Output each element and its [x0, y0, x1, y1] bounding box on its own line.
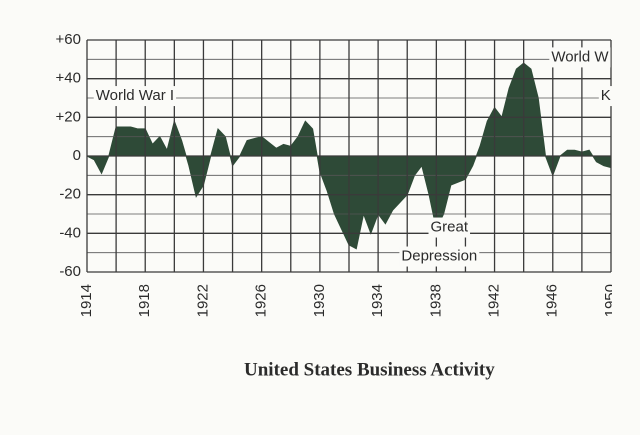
y-tick-label: 0 — [73, 147, 81, 164]
annotation-bg — [93, 86, 177, 107]
annotation-bg — [428, 217, 471, 238]
x-tick-label: 1946 — [544, 284, 561, 317]
y-tick-label: -40 — [59, 224, 81, 241]
x-tick-label: 1922 — [194, 284, 211, 317]
chart-title: United States Business Activity — [244, 359, 495, 380]
x-tick-label: 1918 — [136, 284, 153, 317]
y-tick-label: +60 — [56, 31, 81, 48]
annotation: Great — [431, 219, 469, 236]
annotation: World War I — [96, 87, 174, 104]
x-tick-label: 1914 — [78, 284, 95, 317]
x-tick-label: 1934 — [369, 284, 386, 317]
annotation-bg — [549, 47, 611, 68]
chart: United States Business Activity +60 +40 +2… — [56, 31, 612, 380]
annotation: Depression — [401, 248, 477, 265]
annotation: World W — [551, 48, 609, 65]
y-tick-label: +40 — [56, 70, 81, 87]
x-tick-label: 1926 — [253, 284, 270, 317]
annotation-bg — [598, 86, 612, 107]
annotation: K — [601, 87, 611, 104]
y-tick-label: -60 — [59, 263, 81, 280]
x-tick-label: 1930 — [311, 284, 328, 317]
annotation-bg — [399, 246, 480, 267]
x-tick-label: 1942 — [486, 284, 503, 317]
y-tick-label: +20 — [56, 108, 81, 125]
x-tick-label: 1938 — [427, 284, 444, 317]
y-tick-label: -20 — [59, 186, 81, 203]
x-tick-label: 1950 — [602, 284, 612, 317]
